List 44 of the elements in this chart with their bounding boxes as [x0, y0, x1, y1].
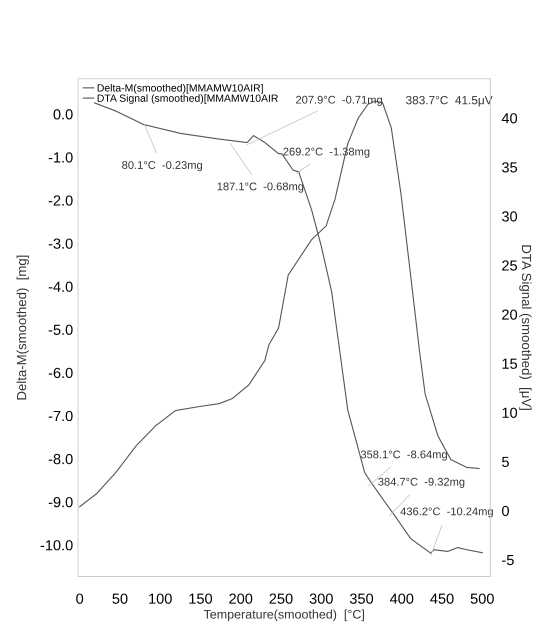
y-tick-label: 0.0 [54, 109, 73, 120]
x-tick-label: 250 [270, 594, 293, 604]
annotation: 384.7°C -9.32mg [378, 478, 464, 488]
y2-axis-title: DTA Signal (smoothed) [μV] [519, 245, 532, 410]
y-tick-label: -9.0 [48, 497, 73, 508]
x-tick-label: 150 [189, 594, 212, 604]
y-tick-label: -4.0 [48, 282, 73, 292]
x-tick-label: 200 [229, 594, 252, 604]
y2-tick-label: 10 [502, 408, 518, 418]
x-tick-label: 350 [350, 594, 374, 604]
y-tick-label: -3.0 [48, 238, 73, 249]
y-tick-label: -2.0 [48, 195, 73, 206]
y-tick-label: -7.0 [48, 410, 73, 422]
y2-tick-label: 15 [502, 358, 518, 369]
y2-tick-label: 5 [502, 456, 509, 468]
x-tick-label: 400 [390, 594, 414, 604]
y2-tick-label: 25 [502, 260, 518, 271]
legend-label: Delta-M(smoothed)[MMAMW10AIR] [98, 84, 263, 94]
annotation: 207.9°C -0.71mg [296, 96, 382, 106]
y-tick-label: -10.0 [40, 540, 73, 550]
x-tick-label: 450 [430, 594, 454, 604]
x-tick-label: 300 [310, 594, 333, 604]
x-tick-label: 100 [149, 594, 172, 604]
y2-tick-label: -5 [502, 555, 514, 566]
x-axis-title: Temperature(smoothed) [°C] [204, 609, 364, 622]
x-tick-label: 50 [112, 594, 128, 604]
annotation: 80.1°C -0.23mg [122, 161, 202, 172]
y2-tick-label: 35 [502, 162, 518, 173]
x-tick-label: 0 [76, 594, 84, 604]
y-axis-title: Delta-M(smoothed) [mg] [16, 256, 29, 400]
legend-label: DTA Signal (smoothed)[MMAMW10AIR [98, 94, 278, 104]
y-tick-label: -6.0 [48, 368, 73, 378]
y2-tick-label: 20 [502, 309, 518, 320]
y-tick-label: -1.0 [48, 152, 73, 163]
annotation: 358.1°C -8.64mg [360, 450, 447, 461]
y2-tick-label: 0 [502, 506, 509, 516]
annotation: 383.7°C 41.5μV [406, 96, 493, 106]
annotation: 187.1°C -0.68mg [218, 182, 304, 193]
annotation: 436.2°C -10.24mg [400, 507, 493, 518]
y2-tick-label: 40 [502, 113, 518, 124]
x-tick-label: 500 [470, 594, 494, 604]
y-tick-label: -5.0 [48, 324, 73, 335]
y2-tick-label: 30 [502, 211, 518, 222]
y-tick-label: -8.0 [48, 454, 73, 464]
